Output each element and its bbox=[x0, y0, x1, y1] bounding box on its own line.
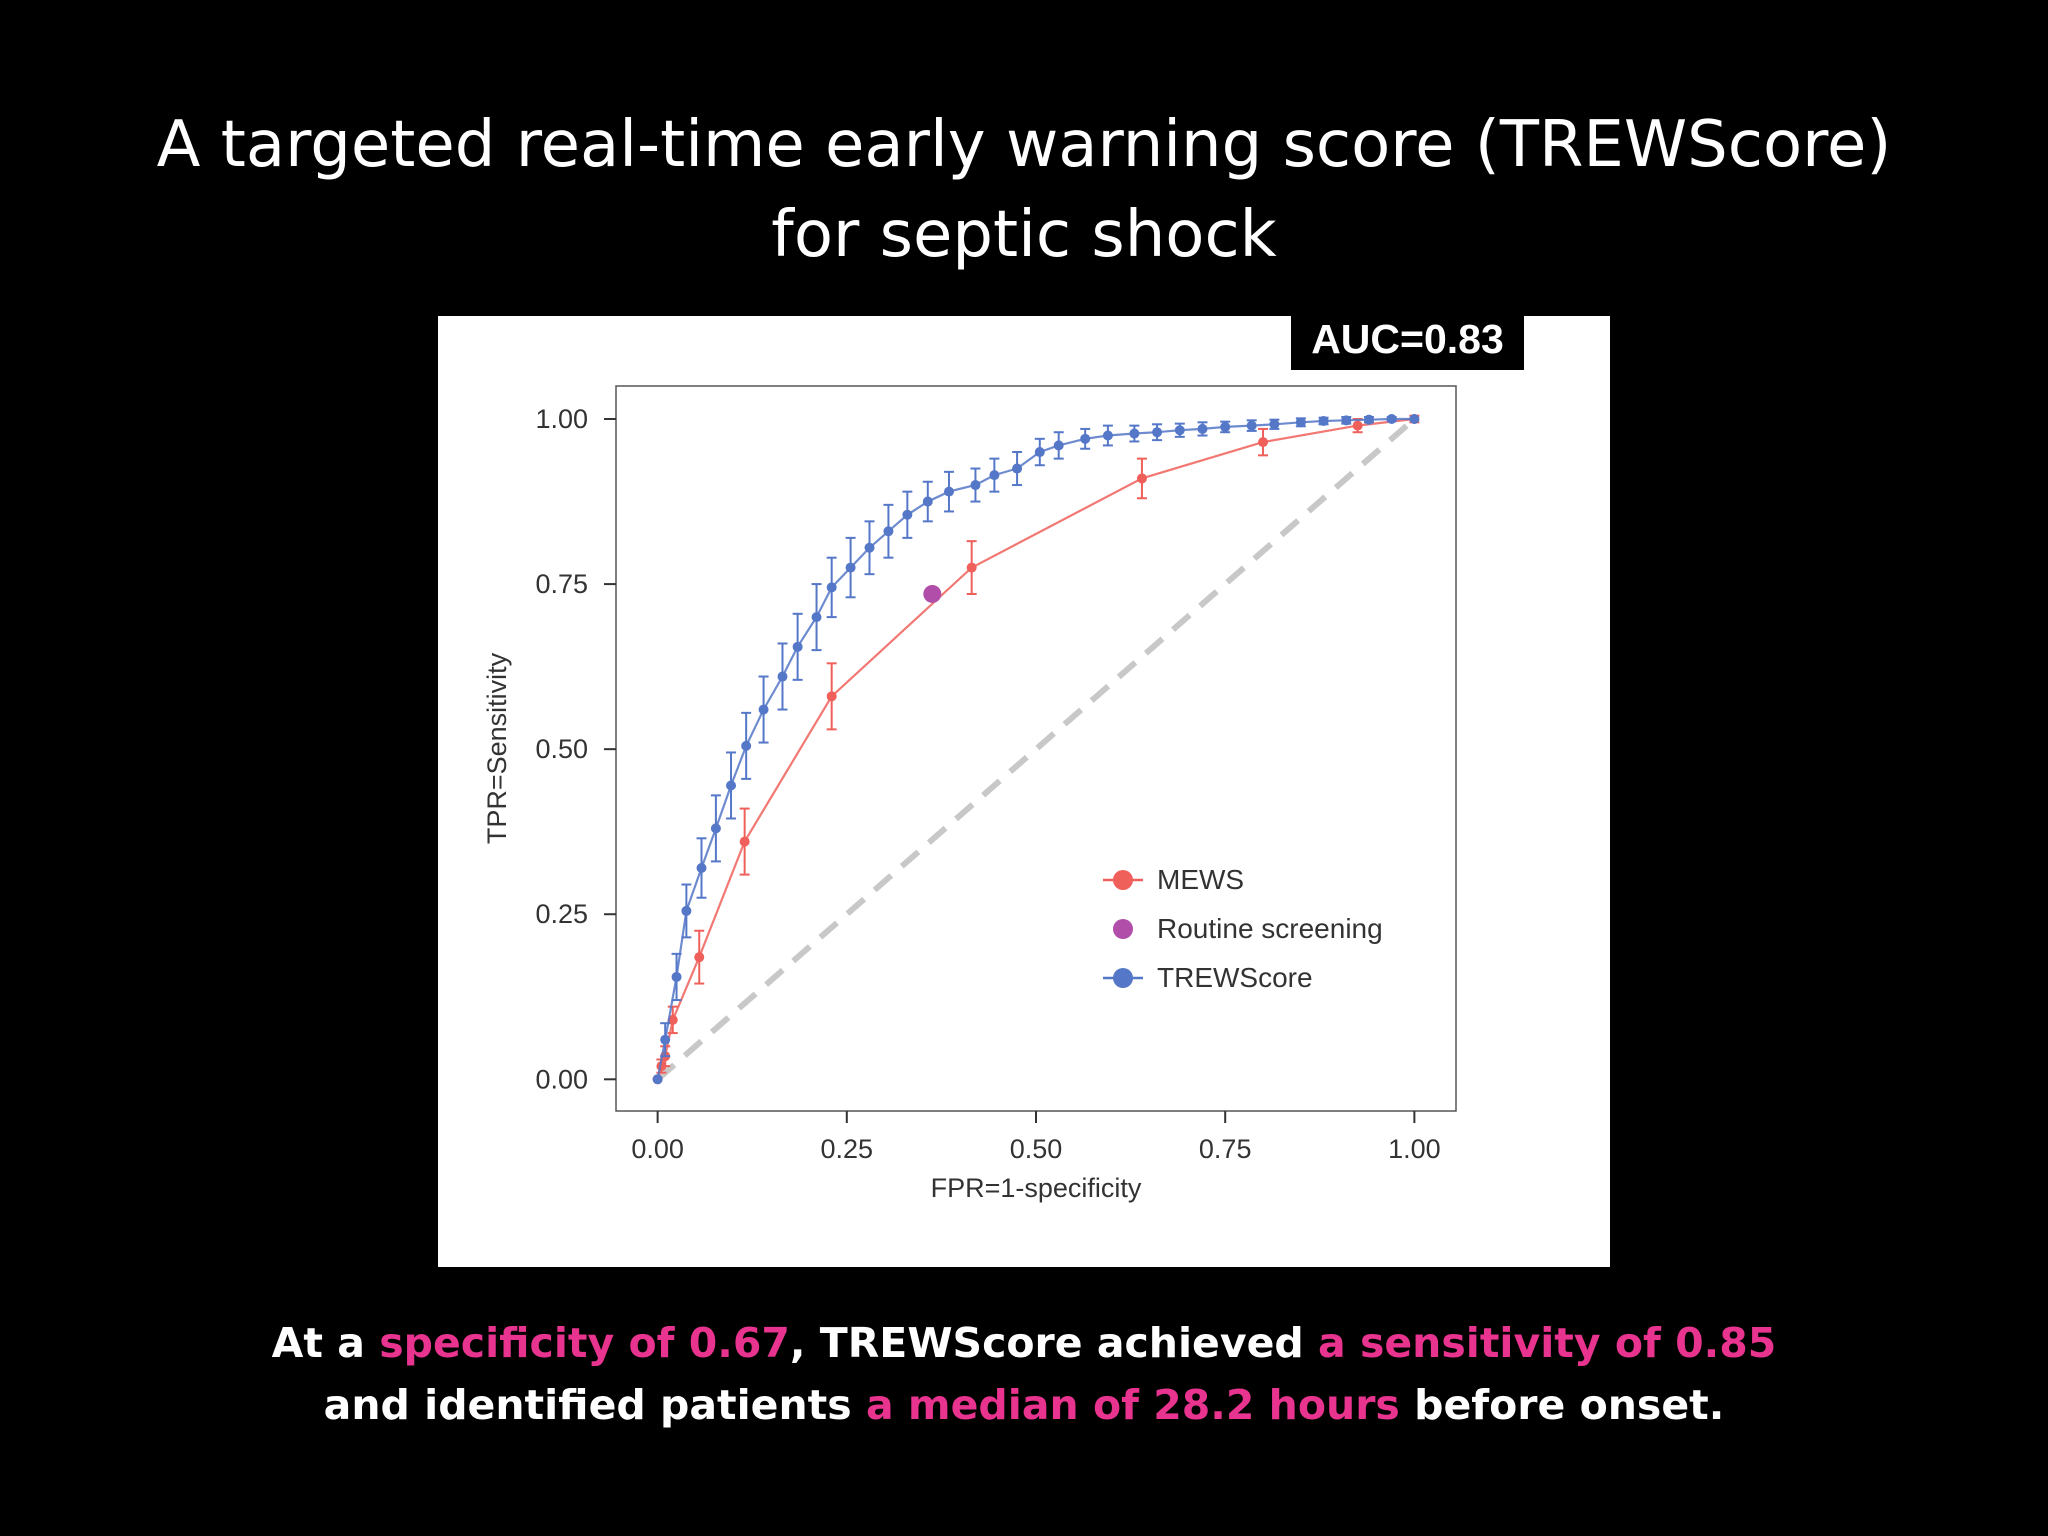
data-point bbox=[1012, 463, 1023, 474]
data-point bbox=[694, 952, 705, 963]
roc-chart: 0.00 0.25 0.50 0.75 1.00 0.00 0.25 0.50 0.75 1.00… bbox=[482, 385, 1457, 1203]
data-point bbox=[1197, 423, 1208, 434]
caption-text: At a bbox=[271, 1319, 380, 1367]
data-point bbox=[826, 691, 837, 702]
caption: At a specificity of 0.67, TREWScore achi… bbox=[0, 1312, 2048, 1436]
y-tick-label: 1.00 bbox=[535, 404, 588, 434]
data-point bbox=[741, 740, 752, 751]
legend-marker bbox=[1113, 919, 1133, 939]
data-point bbox=[792, 641, 803, 652]
x-tick-label: 0.50 bbox=[1010, 1134, 1063, 1164]
auc-badge: AUC=0.83 bbox=[1291, 308, 1524, 370]
x-tick-label: 0.25 bbox=[821, 1134, 874, 1164]
legend: MEWS Routine screening TREWScore bbox=[1103, 864, 1383, 993]
y-tick-label: 0.50 bbox=[535, 734, 588, 764]
y-tick-label: 0.75 bbox=[535, 569, 588, 599]
data-point bbox=[652, 1074, 663, 1085]
caption-text: , TREWScore achieved bbox=[789, 1319, 1319, 1367]
data-point bbox=[1269, 419, 1280, 430]
legend-marker bbox=[1113, 968, 1133, 988]
data-point bbox=[758, 704, 769, 715]
legend-label: TREWScore bbox=[1157, 962, 1313, 993]
data-point bbox=[943, 486, 954, 497]
legend-label: Routine screening bbox=[1157, 913, 1383, 944]
data-point bbox=[970, 480, 981, 491]
slide-title-line-1: A targeted real-time early warning score… bbox=[156, 108, 1892, 182]
x-tick-label: 1.00 bbox=[1388, 1134, 1441, 1164]
data-point bbox=[710, 823, 721, 834]
data-point bbox=[902, 509, 913, 520]
data-point bbox=[681, 905, 692, 916]
legend-item: Routine screening bbox=[1113, 913, 1383, 944]
slide-title: A targeted real-time early warning score… bbox=[0, 100, 2048, 280]
data-point bbox=[1363, 414, 1374, 425]
x-tick-label: 0.75 bbox=[1199, 1134, 1252, 1164]
data-point bbox=[660, 1034, 671, 1045]
data-point bbox=[726, 780, 737, 791]
y-tick-label: 0.25 bbox=[535, 899, 588, 929]
y-axis-title: TPR=Sensitivity bbox=[482, 652, 512, 844]
data-point bbox=[1258, 437, 1269, 448]
data-point bbox=[922, 496, 933, 507]
data-point bbox=[739, 836, 750, 847]
legend-item: TREWScore bbox=[1103, 962, 1313, 993]
diagonal-reference-line bbox=[655, 416, 1417, 1082]
legend-marker bbox=[1113, 870, 1133, 890]
data-point bbox=[1318, 415, 1329, 426]
caption-highlight: a sensitivity of 0.85 bbox=[1318, 1319, 1777, 1367]
caption-highlight: specificity of 0.67 bbox=[379, 1319, 790, 1367]
data-point bbox=[1034, 447, 1045, 458]
data-point bbox=[1136, 473, 1147, 484]
data-point bbox=[696, 863, 707, 874]
data-point bbox=[1102, 430, 1113, 441]
data-point bbox=[883, 526, 894, 537]
data-point bbox=[811, 612, 822, 623]
data-point bbox=[1352, 420, 1363, 431]
data-point bbox=[1386, 414, 1397, 425]
caption-line-2: and identified patients a median of 28.2… bbox=[0, 1374, 2048, 1436]
caption-text: before onset. bbox=[1399, 1381, 1725, 1429]
chart-panel: 0.00 0.25 0.50 0.75 1.00 0.00 0.25 0.50 0.75 1.00… bbox=[438, 316, 1610, 1267]
caption-text: and identified patients bbox=[323, 1381, 866, 1429]
data-point bbox=[989, 470, 1000, 481]
slide-title-line-2: for septic shock bbox=[771, 198, 1277, 272]
data-point bbox=[966, 562, 977, 573]
data-point bbox=[1220, 421, 1231, 432]
caption-highlight: a median of 28.2 hours bbox=[865, 1381, 1400, 1429]
data-point bbox=[1341, 415, 1352, 426]
data-point bbox=[1152, 427, 1163, 438]
x-tick-label: 0.00 bbox=[631, 1134, 684, 1164]
data-point bbox=[864, 542, 875, 553]
y-tick-label: 0.00 bbox=[535, 1064, 588, 1094]
caption-line-1: At a specificity of 0.67, TREWScore achi… bbox=[0, 1312, 2048, 1374]
data-point bbox=[777, 671, 788, 682]
data-point bbox=[1246, 420, 1257, 431]
data-point bbox=[671, 971, 682, 982]
x-axis-title: FPR=1-specificity bbox=[931, 1173, 1142, 1203]
data-point bbox=[845, 562, 856, 573]
data-point bbox=[1295, 417, 1306, 428]
series-routine-screening bbox=[923, 584, 942, 603]
data-point bbox=[1174, 425, 1185, 436]
data-point bbox=[923, 584, 942, 603]
data-point bbox=[826, 582, 837, 593]
legend-item: MEWS bbox=[1103, 864, 1244, 895]
data-point bbox=[1053, 440, 1064, 451]
data-point bbox=[1409, 414, 1420, 425]
legend-label: MEWS bbox=[1157, 864, 1244, 895]
data-point bbox=[1129, 428, 1140, 439]
data-point bbox=[1080, 433, 1091, 444]
series-trewscore bbox=[652, 414, 1420, 1085]
